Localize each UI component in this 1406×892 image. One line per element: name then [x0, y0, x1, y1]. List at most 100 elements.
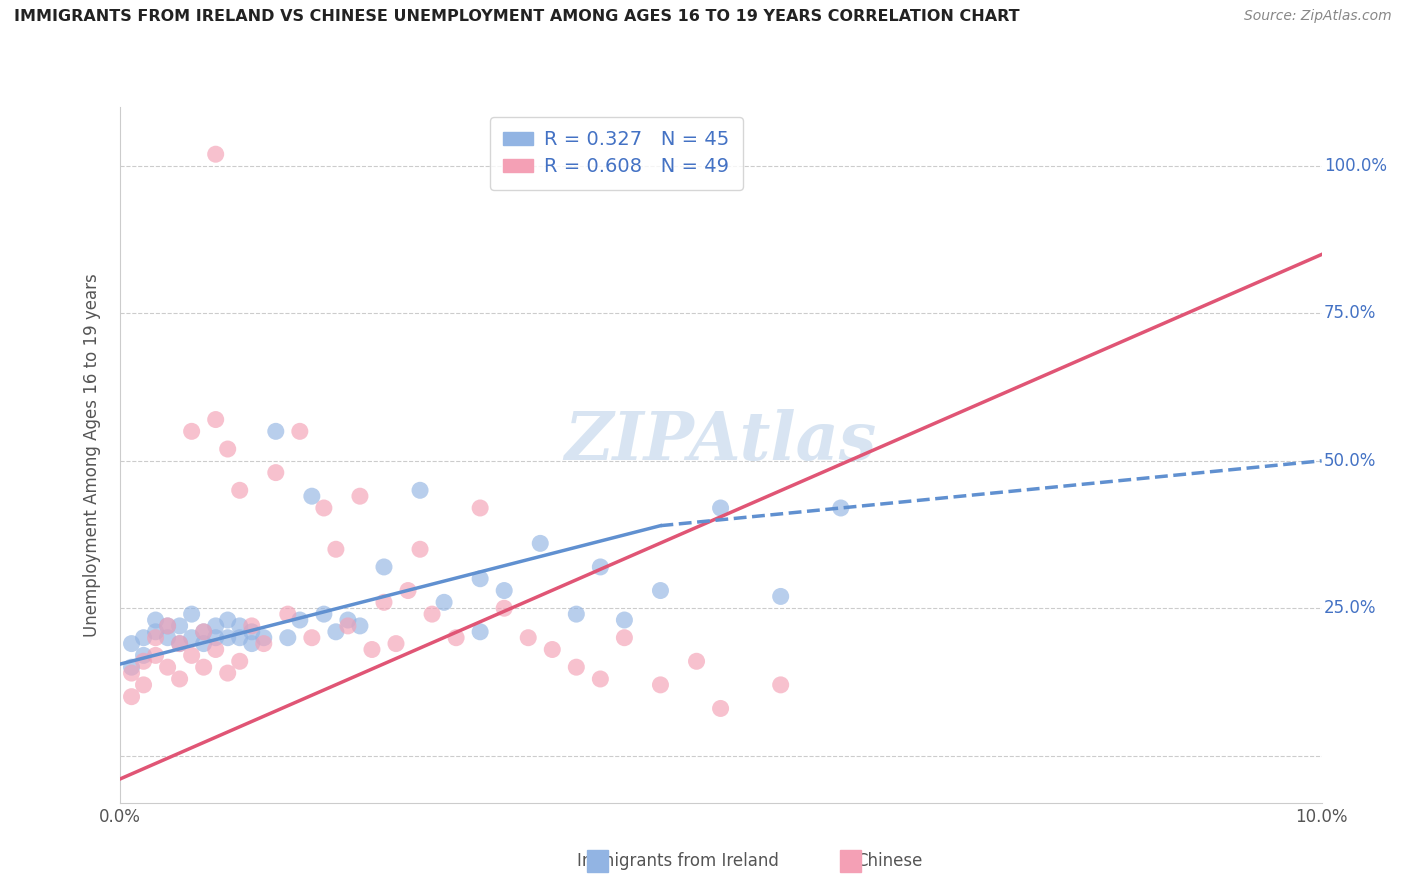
- Point: [409, 542, 432, 557]
- Point: [193, 660, 215, 674]
- Point: [650, 583, 672, 598]
- Point: [385, 637, 408, 651]
- Point: [288, 425, 311, 439]
- Point: [145, 624, 167, 639]
- Point: [830, 500, 852, 515]
- Text: Source: ZipAtlas.com: Source: ZipAtlas.com: [1244, 9, 1392, 23]
- Point: [228, 483, 252, 498]
- Text: 50.0%: 50.0%: [1324, 452, 1376, 470]
- Point: [132, 648, 155, 663]
- Point: [217, 442, 239, 456]
- Point: [541, 642, 564, 657]
- Point: [193, 637, 215, 651]
- Point: [396, 583, 419, 598]
- Point: [121, 660, 143, 674]
- Point: [565, 660, 588, 674]
- Legend: R = 0.327   N = 45, R = 0.608   N = 49: R = 0.327 N = 45, R = 0.608 N = 49: [489, 117, 744, 190]
- Point: [169, 672, 191, 686]
- Point: [468, 500, 492, 515]
- Text: Immigrants from Ireland: Immigrants from Ireland: [578, 852, 779, 870]
- Point: [180, 425, 202, 439]
- Point: [253, 631, 276, 645]
- Point: [613, 631, 636, 645]
- Point: [145, 631, 167, 645]
- Point: [433, 595, 456, 609]
- Y-axis label: Unemployment Among Ages 16 to 19 years: Unemployment Among Ages 16 to 19 years: [83, 273, 101, 637]
- Point: [468, 624, 492, 639]
- Point: [217, 613, 239, 627]
- Point: [132, 678, 155, 692]
- Text: 25.0%: 25.0%: [1324, 599, 1376, 617]
- Point: [240, 619, 263, 633]
- Point: [240, 624, 263, 639]
- Point: [264, 425, 287, 439]
- Point: [288, 613, 311, 627]
- Point: [169, 619, 191, 633]
- Point: [156, 631, 179, 645]
- Point: [494, 583, 516, 598]
- Point: [336, 619, 359, 633]
- Point: [240, 637, 263, 651]
- Point: [529, 536, 551, 550]
- Point: [180, 607, 202, 621]
- Point: [349, 489, 371, 503]
- Point: [444, 631, 467, 645]
- Point: [409, 483, 432, 498]
- Point: [494, 601, 516, 615]
- Point: [180, 648, 202, 663]
- Text: ZIPAtlas: ZIPAtlas: [564, 409, 877, 474]
- Point: [709, 701, 731, 715]
- Point: [121, 637, 143, 651]
- Point: [589, 672, 612, 686]
- Point: [132, 654, 155, 668]
- Point: [204, 642, 226, 657]
- Point: [709, 500, 731, 515]
- Text: 100.0%: 100.0%: [1324, 157, 1388, 175]
- Point: [613, 613, 636, 627]
- Point: [264, 466, 287, 480]
- Point: [312, 500, 335, 515]
- Point: [193, 624, 215, 639]
- Point: [217, 666, 239, 681]
- Point: [468, 572, 492, 586]
- Point: [277, 631, 299, 645]
- Point: [217, 631, 239, 645]
- Point: [145, 613, 167, 627]
- Point: [204, 412, 226, 426]
- Point: [132, 631, 155, 645]
- Point: [312, 607, 335, 621]
- Point: [228, 631, 252, 645]
- Point: [180, 631, 202, 645]
- Point: [253, 637, 276, 651]
- Point: [156, 619, 179, 633]
- Point: [228, 619, 252, 633]
- Point: [336, 613, 359, 627]
- Point: [193, 624, 215, 639]
- Point: [277, 607, 299, 621]
- Point: [145, 648, 167, 663]
- Point: [650, 678, 672, 692]
- Point: [301, 631, 323, 645]
- Text: Chinese: Chinese: [856, 852, 922, 870]
- Point: [121, 666, 143, 681]
- Point: [169, 637, 191, 651]
- Text: IMMIGRANTS FROM IRELAND VS CHINESE UNEMPLOYMENT AMONG AGES 16 TO 19 YEARS CORREL: IMMIGRANTS FROM IRELAND VS CHINESE UNEMP…: [14, 9, 1019, 24]
- Point: [589, 560, 612, 574]
- Point: [156, 660, 179, 674]
- Point: [420, 607, 443, 621]
- Point: [204, 631, 226, 645]
- Point: [156, 619, 179, 633]
- Point: [769, 590, 792, 604]
- Point: [204, 147, 226, 161]
- Point: [301, 489, 323, 503]
- Point: [325, 624, 347, 639]
- Text: 75.0%: 75.0%: [1324, 304, 1376, 322]
- Point: [685, 654, 707, 668]
- Point: [204, 619, 226, 633]
- Point: [373, 560, 395, 574]
- Point: [169, 637, 191, 651]
- Point: [325, 542, 347, 557]
- Point: [769, 678, 792, 692]
- Point: [349, 619, 371, 633]
- Point: [228, 654, 252, 668]
